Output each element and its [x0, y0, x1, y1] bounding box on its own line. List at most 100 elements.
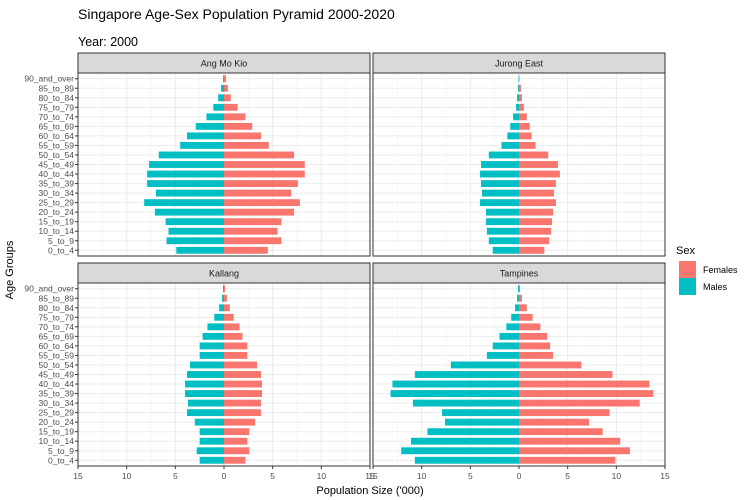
bar-females-65_to_69: [519, 122, 530, 130]
bar-males-35_to_39: [185, 390, 224, 397]
bar-males-40_to_44: [185, 380, 224, 388]
bar-females-40_to_44: [224, 380, 262, 388]
bar-females-5_to_9: [224, 237, 282, 245]
bar-females-35_to_39: [519, 180, 556, 187]
x-tick-label: 10: [417, 471, 427, 481]
bar-males-75_to_79: [511, 313, 519, 321]
bar-females-70_to_74: [519, 323, 541, 331]
bar-males-65_to_69: [195, 122, 224, 130]
panel-ang-mo-kio: Ang Mo Kio 0_to_45_to_910_to_1415_to_1920…: [24, 52, 371, 257]
bar-females-60_to_64: [224, 342, 248, 350]
bar-males-20_to_24: [485, 208, 519, 216]
y-tick-label: 20_to_24: [39, 417, 75, 427]
bar-females-65_to_69: [519, 332, 548, 340]
bar-females-85_to_89: [224, 84, 228, 92]
panel-tampines: Tampines 15 10 5 0 5 10 15: [368, 262, 670, 481]
bar-females-5_to_9: [519, 237, 550, 245]
y-tick-label: 90_and_over: [24, 284, 74, 294]
bar-females-80_to_84: [519, 304, 527, 312]
bar-females-10_to_14: [224, 227, 278, 235]
y-tick-label: 0_to_4: [48, 455, 74, 465]
y-tick-label: 50_to_54: [39, 150, 75, 160]
bar-females-25_to_29: [519, 409, 610, 417]
y-tick-label: 35_to_39: [39, 179, 75, 189]
bar-females-75_to_79: [519, 103, 524, 111]
bar-males-75_to_79: [213, 103, 224, 111]
x-tick-label: 15: [660, 471, 670, 481]
bar-males-5_to_9: [488, 237, 519, 245]
bar-females-60_to_64: [519, 132, 532, 140]
y-tick-label: 50_to_54: [39, 360, 75, 370]
bar-males-45_to_49: [414, 371, 519, 378]
x-tick-label: 15: [368, 471, 378, 481]
bar-females-90_and_over: [224, 75, 226, 83]
bar-males-30_to_34: [482, 189, 519, 197]
bar-males-50_to_54: [158, 151, 224, 159]
x-tick-label: 0: [517, 471, 522, 481]
bar-females-0_to_4: [224, 246, 268, 254]
bar-females-40_to_44: [224, 170, 305, 178]
chart-subtitle: Year: 2000: [78, 35, 138, 49]
bar-females-40_to_44: [519, 380, 650, 388]
x-tick-label: 5: [468, 471, 473, 481]
y-tick-label: 20_to_24: [39, 207, 75, 217]
bar-males-40_to_44: [480, 170, 519, 178]
bar-males-75_to_79: [516, 103, 519, 111]
bar-males-40_to_44: [392, 380, 519, 388]
bar-males-35_to_39: [390, 390, 519, 397]
y-tick-label: 70_to_74: [39, 112, 75, 122]
bar-females-40_to_44: [519, 170, 560, 178]
bar-males-25_to_29: [144, 199, 224, 207]
bar-females-50_to_54: [224, 151, 295, 159]
x-tick-label: 15: [73, 471, 83, 481]
bar-males-55_to_59: [199, 352, 224, 359]
bar-males-85_to_89: [221, 84, 224, 92]
bar-females-55_to_59: [519, 142, 536, 149]
facet-panels: Ang Mo Kio0_to_45_to_910_to_1415_to_1920…: [24, 52, 670, 481]
bar-females-30_to_34: [224, 399, 261, 407]
y-tick-label: 15_to_19: [39, 217, 75, 227]
legend-label-females: Females: [703, 265, 738, 275]
x-tick-label: 10: [317, 471, 327, 481]
bar-females-65_to_69: [224, 122, 253, 130]
bar-females-60_to_64: [519, 342, 551, 350]
bar-females-5_to_9: [519, 447, 630, 455]
bar-females-75_to_79: [519, 313, 533, 321]
bar-males-45_to_49: [187, 371, 224, 378]
bar-females-45_to_49: [224, 371, 261, 378]
bar-males-55_to_59: [486, 352, 519, 359]
bar-males-20_to_24: [445, 418, 519, 426]
bar-females-85_to_89: [519, 294, 522, 302]
y-tick-label: 90_and_over: [24, 74, 74, 84]
bar-males-20_to_24: [194, 418, 224, 426]
y-tick-label: 10_to_14: [39, 436, 75, 446]
bar-females-80_to_84: [519, 94, 522, 102]
bar-males-25_to_29: [187, 409, 224, 417]
bar-females-85_to_89: [519, 84, 521, 92]
bar-females-90_and_over: [519, 285, 520, 293]
facet-label: Ang Mo Kio: [201, 59, 248, 69]
bar-females-50_to_54: [519, 151, 549, 159]
y-tick-label: 70_to_74: [39, 322, 75, 332]
bar-females-0_to_4: [519, 456, 616, 464]
y-tick-label: 15_to_19: [39, 427, 75, 437]
bar-females-35_to_39: [224, 390, 262, 397]
bar-females-35_to_39: [519, 390, 654, 397]
bar-females-10_to_14: [224, 437, 248, 445]
chart-title: Singapore Age-Sex Population Pyramid 200…: [78, 6, 395, 22]
bar-females-55_to_59: [519, 352, 554, 359]
bar-females-20_to_24: [224, 208, 295, 216]
bar-females-60_to_64: [224, 132, 261, 140]
bar-females-15_to_19: [519, 428, 603, 436]
bar-females-5_to_9: [224, 447, 250, 455]
panel-border: [372, 72, 666, 257]
x-tick-label: 10: [122, 471, 132, 481]
y-tick-label: 35_to_39: [39, 389, 75, 399]
bar-males-65_to_69: [499, 332, 519, 340]
y-tick-label: 0_to_4: [48, 245, 74, 255]
bar-males-90_and_over: [223, 285, 224, 293]
bar-males-80_to_84: [517, 94, 519, 102]
bar-males-0_to_4: [199, 456, 224, 464]
bar-females-30_to_34: [224, 189, 292, 197]
